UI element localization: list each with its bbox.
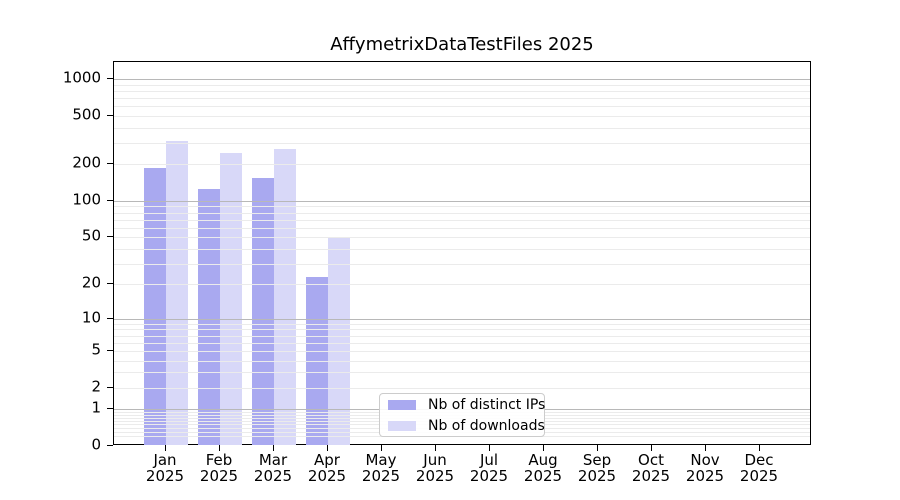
x-tick-label-sep: Sep 2025 xyxy=(577,451,617,485)
bar-distinct-ips-feb xyxy=(198,188,220,445)
plot-area xyxy=(113,61,811,445)
x-tick-mark xyxy=(651,445,652,451)
x-tick-mark xyxy=(219,445,220,451)
y-tick-mark xyxy=(107,349,113,351)
minor-gridline xyxy=(114,329,810,331)
minor-gridline xyxy=(114,248,810,250)
minor-gridline xyxy=(114,127,810,129)
minor-gridline xyxy=(114,90,810,92)
y-tick-label: 100 xyxy=(72,190,101,209)
minor-gridline xyxy=(114,106,810,108)
major-gridline xyxy=(114,318,810,320)
minor-gridline xyxy=(114,342,810,344)
x-tick-label-oct: Oct 2025 xyxy=(631,451,671,485)
legend-entry-distinct-ips: Nb of distinct IPs xyxy=(388,396,545,413)
legend: Nb of distinct IPs Nb of downloads xyxy=(379,393,545,437)
bar-downloads-mar xyxy=(274,148,296,445)
minor-gridline xyxy=(114,237,810,239)
x-tick-mark xyxy=(435,445,436,451)
y-tick-mark xyxy=(107,236,113,238)
y-tick-mark xyxy=(107,317,113,319)
y-tick-mark xyxy=(107,386,113,388)
minor-gridline xyxy=(114,142,810,144)
x-tick-mark xyxy=(597,445,598,451)
x-tick-mark xyxy=(165,445,166,451)
minor-gridline xyxy=(114,115,810,117)
y-tick-label: 20 xyxy=(81,273,101,292)
x-tick-mark xyxy=(381,445,382,451)
bar-distinct-ips-jan xyxy=(144,168,166,445)
y-tick-label: 200 xyxy=(72,153,101,172)
x-tick-mark xyxy=(705,445,706,451)
major-gridline xyxy=(114,79,810,81)
y-tick-mark xyxy=(107,78,113,80)
bar-downloads-feb xyxy=(220,152,242,445)
y-tick-label: 50 xyxy=(81,226,101,245)
legend-label-downloads: Nb of downloads xyxy=(428,417,545,434)
minor-gridline xyxy=(114,335,810,337)
x-tick-label-jul: Jul 2025 xyxy=(469,451,509,485)
minor-gridline xyxy=(114,219,810,221)
y-tick-mark xyxy=(107,199,113,201)
x-tick-label-nov: Nov 2025 xyxy=(685,451,725,485)
y-tick-mark xyxy=(107,114,113,116)
minor-gridline xyxy=(114,360,810,362)
y-tick-mark xyxy=(107,163,113,165)
minor-gridline xyxy=(114,350,810,352)
minor-gridline xyxy=(114,206,810,208)
minor-gridline xyxy=(114,212,810,214)
y-tick-mark xyxy=(107,408,113,410)
y-tick-label: 2 xyxy=(91,377,101,396)
x-tick-mark xyxy=(489,445,490,451)
x-tick-mark xyxy=(759,445,760,451)
minor-gridline xyxy=(114,98,810,99)
legend-label-distinct-ips: Nb of distinct IPs xyxy=(428,396,546,413)
legend-entry-downloads: Nb of downloads xyxy=(388,417,545,434)
y-tick-label: 1 xyxy=(91,398,101,417)
x-tick-mark xyxy=(543,445,544,451)
bar-downloads-jan xyxy=(166,141,188,445)
x-tick-label-apr: Apr 2025 xyxy=(307,451,347,485)
y-tick-label: 0 xyxy=(91,435,101,454)
y-tick-label: 1000 xyxy=(62,68,101,87)
y-tick-label: 5 xyxy=(91,340,101,359)
x-tick-label-dec: Dec 2025 xyxy=(739,451,779,485)
x-tick-mark xyxy=(273,445,274,451)
major-gridline xyxy=(114,200,810,202)
bar-downloads-apr xyxy=(328,237,350,445)
x-tick-mark xyxy=(327,445,328,451)
x-tick-label-jun: Jun 2025 xyxy=(415,451,455,485)
y-tick-label: 500 xyxy=(72,105,101,124)
minor-gridline xyxy=(114,387,810,389)
x-tick-label-jan: Jan 2025 xyxy=(145,451,185,485)
y-tick-label: 10 xyxy=(81,308,101,327)
chart-title: AffymetrixDataTestFiles 2025 xyxy=(330,34,594,55)
minor-gridline xyxy=(114,263,810,265)
x-tick-label-aug: Aug 2025 xyxy=(523,451,563,485)
y-tick-mark xyxy=(107,445,113,446)
minor-gridline xyxy=(114,284,810,286)
x-tick-label-mar: Mar 2025 xyxy=(253,451,293,485)
x-tick-label-may: May 2025 xyxy=(361,451,401,485)
legend-swatch-downloads xyxy=(388,420,416,431)
minor-gridline xyxy=(114,164,810,166)
legend-swatch-distinct-ips xyxy=(388,399,416,410)
x-tick-label-feb: Feb 2025 xyxy=(199,451,239,485)
minor-gridline xyxy=(114,372,810,374)
y-tick-mark xyxy=(107,283,113,285)
minor-gridline xyxy=(114,84,810,86)
minor-gridline xyxy=(114,323,810,325)
minor-gridline xyxy=(114,227,810,229)
bar-distinct-ips-mar xyxy=(252,177,274,445)
